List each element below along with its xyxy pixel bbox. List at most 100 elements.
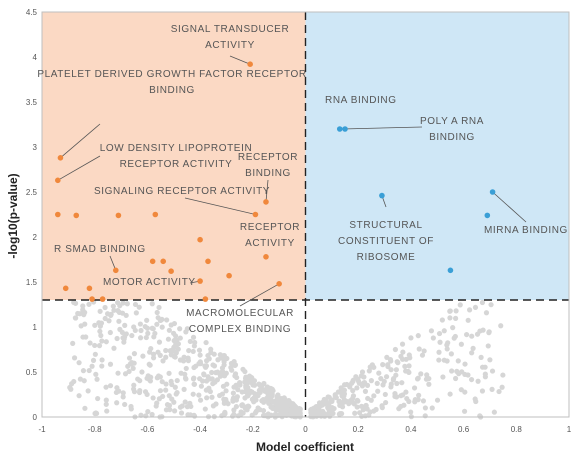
background-point [86,367,92,374]
annotation-label: ACTIVITY [245,238,295,249]
background-point [156,339,163,345]
background-point [185,358,192,364]
background-point [178,410,185,416]
background-point [113,389,119,396]
background-point [247,388,254,394]
significant-points [55,61,496,302]
background-point [444,342,450,348]
background-point [223,396,229,403]
background-point [364,406,370,412]
background-point [155,315,161,321]
background-point [479,388,486,394]
background-point [338,385,344,391]
x-tick-label: -0.6 [141,425,155,434]
annotation-label: RNA BINDING [325,95,397,106]
background-point [131,324,137,330]
background-point [237,382,243,388]
background-point [192,339,198,346]
plot-frame [41,11,570,418]
leader-line [265,179,269,202]
background-point [450,325,456,331]
background-point [290,401,296,407]
background-point [231,384,237,390]
background-point [87,340,93,346]
background-point [248,379,254,385]
negative-significant-point [152,211,159,218]
x-tick-label: 0.4 [405,425,417,434]
background-point [156,304,162,311]
background-point [232,362,239,368]
background-point [316,400,323,406]
background-point [448,351,454,357]
background-point [82,405,88,411]
background-point [126,368,132,375]
background-point [383,399,389,406]
positive-significant-point [447,267,454,274]
background-point [361,380,367,386]
annotation-label: RECEPTOR [240,222,300,233]
background-point [436,349,442,355]
background-point [399,341,406,347]
background-point [208,346,214,352]
annotation-label: ACTIVITY [205,40,255,51]
negative-significant-point [197,278,203,284]
background-point [416,392,422,398]
background-point [204,395,210,401]
background-point [353,374,359,380]
leader-lines [57,55,527,307]
annotation-label: MOTOR ACTIVITY [103,277,196,288]
background-point [170,330,177,336]
background-point [421,348,427,354]
background-point [171,344,177,350]
background-point [168,322,174,328]
background-point [447,315,453,321]
background-point [249,396,255,402]
background-point [163,347,169,354]
background-point [365,395,371,402]
background-point [474,331,481,337]
background-point [408,409,414,415]
background-point [163,381,169,387]
background-point [108,311,114,317]
background-point [394,380,400,387]
background-point [147,362,153,368]
background-point [265,393,271,399]
background-point [163,387,169,393]
negative-significant-point [160,258,167,265]
background-point [203,339,209,346]
background-point [115,370,121,376]
background-point [197,376,203,382]
background-point [197,397,204,403]
background-point [488,302,494,308]
background-point [242,379,248,385]
background-point [234,394,240,400]
leader-line [239,283,280,307]
background-point [232,371,239,377]
background-point [138,327,144,334]
background-point [92,322,98,328]
background-point [94,376,100,382]
background-point [411,385,418,391]
background-point [103,401,109,407]
background-point [383,374,390,380]
positive-significant-point [336,126,343,132]
background-point [308,409,314,415]
background-point [155,349,161,355]
background-point [294,410,300,416]
background-point [122,322,128,328]
x-tick-label: 0 [303,425,308,434]
background-point [286,397,292,404]
background-point [103,384,109,390]
background-point [375,388,381,394]
background-point [385,362,391,368]
negative-significant-point [55,211,61,218]
background-point [157,388,164,394]
background-point [123,331,129,337]
background-point [388,367,394,373]
negative-significant-point [55,177,61,184]
annotation-label: RECEPTOR ACTIVITY [120,159,233,170]
background-point [258,385,264,391]
background-point [260,397,266,403]
background-point [436,357,442,363]
background-point [102,315,108,322]
